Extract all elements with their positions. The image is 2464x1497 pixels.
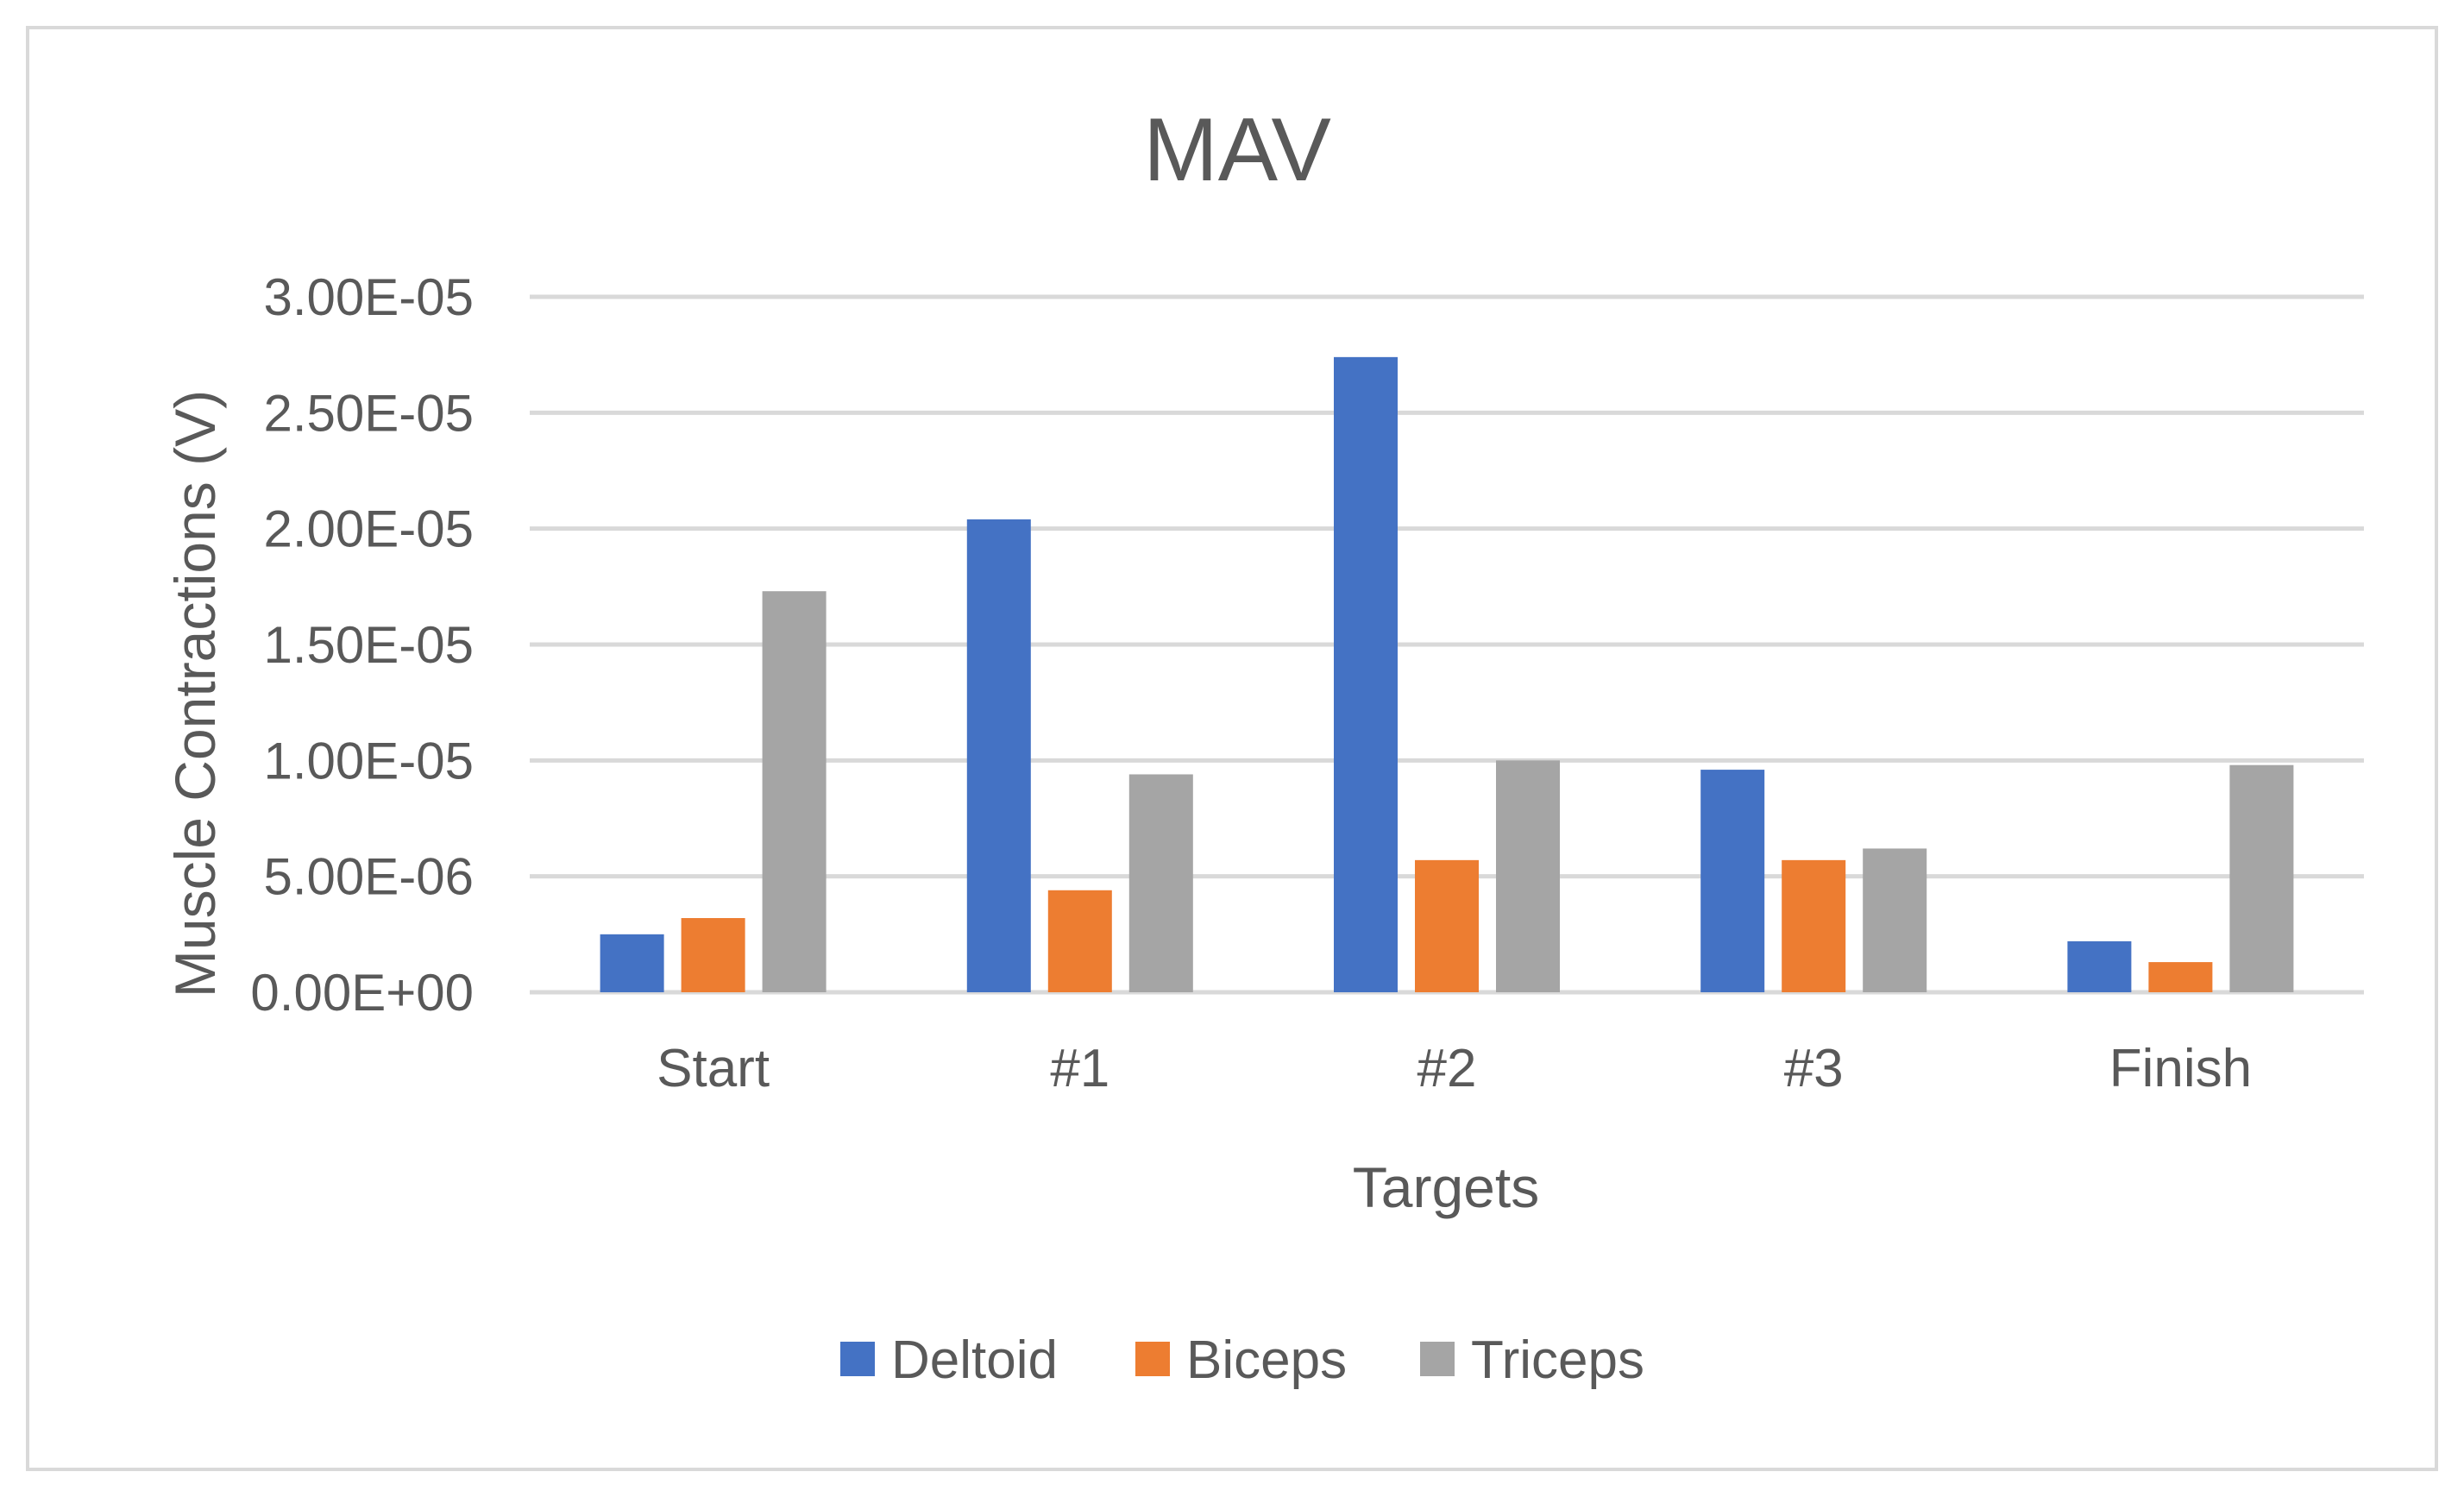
bar-deltoid-2 — [1334, 356, 1398, 992]
category-label: Start — [657, 1039, 770, 1098]
bars — [600, 356, 2294, 992]
y-tick-label: 1.50E-05 — [263, 616, 474, 674]
y-tick-label: 0.00E+00 — [250, 964, 474, 1022]
bar-deltoid-3 — [1700, 770, 1765, 992]
y-tick-label: 1.00E-05 — [263, 732, 474, 789]
bar-triceps-2 — [1496, 760, 1560, 992]
bar-triceps-4 — [2229, 764, 2294, 992]
category-label: #3 — [1784, 1039, 1844, 1098]
bar-deltoid-0 — [600, 934, 664, 992]
x-axis-title: Targets — [1353, 1155, 1539, 1219]
bar-deltoid-4 — [2067, 940, 2132, 992]
chart-title: MAV — [1143, 100, 1331, 200]
y-tick-label: 2.00E-05 — [263, 500, 474, 558]
y-tick-label: 5.00E-06 — [263, 848, 474, 906]
category-label: #1 — [1050, 1039, 1109, 1098]
bar-biceps-4 — [2148, 962, 2213, 992]
bar-triceps-3 — [1863, 848, 1927, 992]
legend-swatch-deltoid — [840, 1342, 875, 1376]
y-tick-label: 2.50E-05 — [263, 384, 474, 442]
legend-label-triceps: Triceps — [1471, 1330, 1644, 1390]
chart-svg: MAV 0.00E+00 5.00E-06 1.00E-05 1.50E-05 2.00… — [163, 100, 2364, 1390]
y-axis-title: Muscle Contractions (V) — [163, 390, 227, 997]
category-labels: Start #1 #2 #3 Finish — [657, 1039, 2252, 1098]
bar-biceps-2 — [1415, 859, 1479, 992]
legend-swatch-biceps — [1135, 1342, 1170, 1376]
bar-biceps-0 — [681, 918, 745, 992]
bar-triceps-1 — [1128, 774, 1193, 992]
legend-swatch-triceps — [1420, 1342, 1455, 1376]
bar-biceps-3 — [1782, 859, 1846, 992]
bar-triceps-0 — [762, 591, 827, 992]
y-tick-labels: 0.00E+00 5.00E-06 1.00E-05 1.50E-05 2.00E-05… — [250, 268, 474, 1022]
category-label: #2 — [1417, 1039, 1477, 1098]
y-tick-label: 3.00E-05 — [263, 268, 474, 326]
category-label: Finish — [2109, 1039, 2252, 1098]
legend-label-deltoid: Deltoid — [891, 1330, 1058, 1390]
gridlines — [530, 294, 2364, 995]
chart-frame: MAV 0.00E+00 5.00E-06 1.00E-05 1.50E-05 2.00… — [26, 26, 2438, 1471]
legend-label-biceps: Biceps — [1186, 1330, 1347, 1390]
legend: Deltoid Biceps Triceps — [840, 1330, 1644, 1390]
bar-deltoid-1 — [966, 519, 1031, 992]
bar-biceps-1 — [1047, 890, 1112, 992]
